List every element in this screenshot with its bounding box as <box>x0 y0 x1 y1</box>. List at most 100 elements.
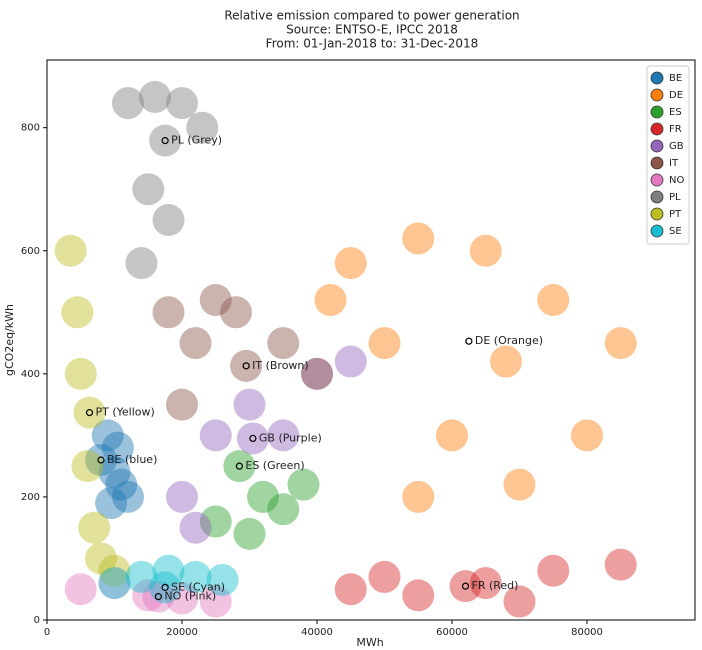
scatter-point <box>267 493 300 526</box>
annotation-label: FR (Red) <box>472 579 519 592</box>
y-axis-label: gCO2eq/kWh <box>3 304 16 376</box>
chart-title: Relative emission compared to power gene… <box>224 9 519 23</box>
annotation-label: PT (Yellow) <box>96 406 155 419</box>
scatter-point <box>152 204 185 236</box>
annotation-label: PL (Grey) <box>171 134 222 147</box>
annotation-marker <box>249 434 257 443</box>
legend-marker <box>650 139 664 153</box>
scatter-point <box>402 480 435 513</box>
scatter-point <box>199 505 232 538</box>
legend-label: SE <box>669 226 682 237</box>
annotation-marker <box>461 582 470 590</box>
scatter-point <box>206 564 239 596</box>
legend-marker <box>650 105 664 119</box>
x-tick-label: 40000 <box>301 627 333 638</box>
legend-marker <box>650 190 664 204</box>
scatter-point <box>85 542 117 575</box>
scatter-point <box>112 87 144 120</box>
annotation-marker <box>465 337 473 345</box>
scatter-point <box>604 548 637 581</box>
x-tick-label: 20000 <box>166 627 198 638</box>
scatter-point <box>73 396 106 429</box>
scatter-point <box>78 511 111 544</box>
scatter-point <box>233 517 266 550</box>
scatter-point <box>490 345 522 378</box>
annotation-label: DE (Orange) <box>475 334 543 347</box>
scatter-point <box>469 234 502 267</box>
scatter-point <box>139 80 171 113</box>
scatter-point <box>125 560 158 593</box>
scatter-point <box>166 582 198 615</box>
legend-marker <box>650 122 664 136</box>
legend-label: FR <box>669 124 682 135</box>
scatter-point <box>402 222 435 255</box>
x-tick-label: 0 <box>44 627 50 638</box>
scatter-point <box>267 419 300 452</box>
chart-subtitle: From: 01-Jan-2018 to: 31-Dec-2018 <box>266 37 479 51</box>
scatter-point <box>125 247 158 280</box>
annotation-marker <box>154 593 162 601</box>
scatter-point <box>149 571 182 604</box>
scatter-point <box>199 419 232 452</box>
annotation-marker <box>161 137 169 145</box>
scatter-point <box>199 585 232 618</box>
scatter-point <box>166 388 198 421</box>
annotation-label: GB (Purple) <box>259 431 322 444</box>
annotation-label: NO (Pink) <box>164 590 216 603</box>
legend-marker <box>650 207 664 221</box>
scatter-point <box>64 573 97 606</box>
scatter-point <box>402 579 435 612</box>
scatter-point <box>98 567 131 600</box>
scatter-point <box>287 468 320 501</box>
scatter-point <box>186 111 219 144</box>
scatter-point <box>54 234 87 267</box>
scatter-point <box>449 570 482 603</box>
y-tick-label: 0 <box>34 615 40 626</box>
legend-label: NO <box>669 175 684 186</box>
scatter-point <box>537 554 570 587</box>
annotation-label: ES (Green) <box>245 459 304 472</box>
annotation-marker <box>242 362 250 370</box>
annotation-marker <box>85 409 94 417</box>
annotation-marker <box>235 462 243 470</box>
y-tick-label: 400 <box>21 369 40 380</box>
scatter-point <box>152 554 185 587</box>
legend-label: PL <box>669 192 681 203</box>
scatter-point <box>604 327 637 360</box>
scatter-point <box>503 468 536 501</box>
scatter-point <box>368 560 401 593</box>
legend-label: DE <box>669 90 683 101</box>
x-axis-label: MWh <box>356 636 383 649</box>
scatter-point <box>247 480 279 513</box>
legend-marker <box>650 156 664 170</box>
scatter-point <box>503 585 536 618</box>
scatter-point <box>368 327 401 360</box>
annotation-label: SE (Cyan) <box>171 580 225 593</box>
y-tick-label: 200 <box>21 492 40 503</box>
scatter-point <box>98 456 131 489</box>
scatter-point <box>230 349 263 382</box>
scatter-point <box>166 480 198 513</box>
scatter-point <box>91 419 124 452</box>
scatter-point <box>101 431 134 464</box>
scatter-point <box>233 388 266 421</box>
chart-subtitle: Source: ENTSO-E, IPCC 2018 <box>286 23 458 37</box>
legend-marker <box>650 71 664 85</box>
plot-frame <box>46 59 696 621</box>
annotation-marker <box>161 583 169 591</box>
scatter-point <box>179 327 212 360</box>
legend-marker <box>650 173 664 187</box>
scatter-point <box>301 357 333 390</box>
scatter-point <box>267 327 300 360</box>
scatter-point <box>95 487 128 520</box>
scatter-point <box>469 567 502 600</box>
scatter-point <box>149 124 182 157</box>
scatter-point <box>142 580 175 613</box>
x-tick-label: 80000 <box>571 627 603 638</box>
scatter-point <box>166 87 198 120</box>
scatter-point <box>112 480 144 513</box>
scatter-point <box>85 444 117 476</box>
y-tick-label: 600 <box>21 246 40 257</box>
scatter-point <box>436 419 468 452</box>
scatter-point <box>132 173 165 206</box>
